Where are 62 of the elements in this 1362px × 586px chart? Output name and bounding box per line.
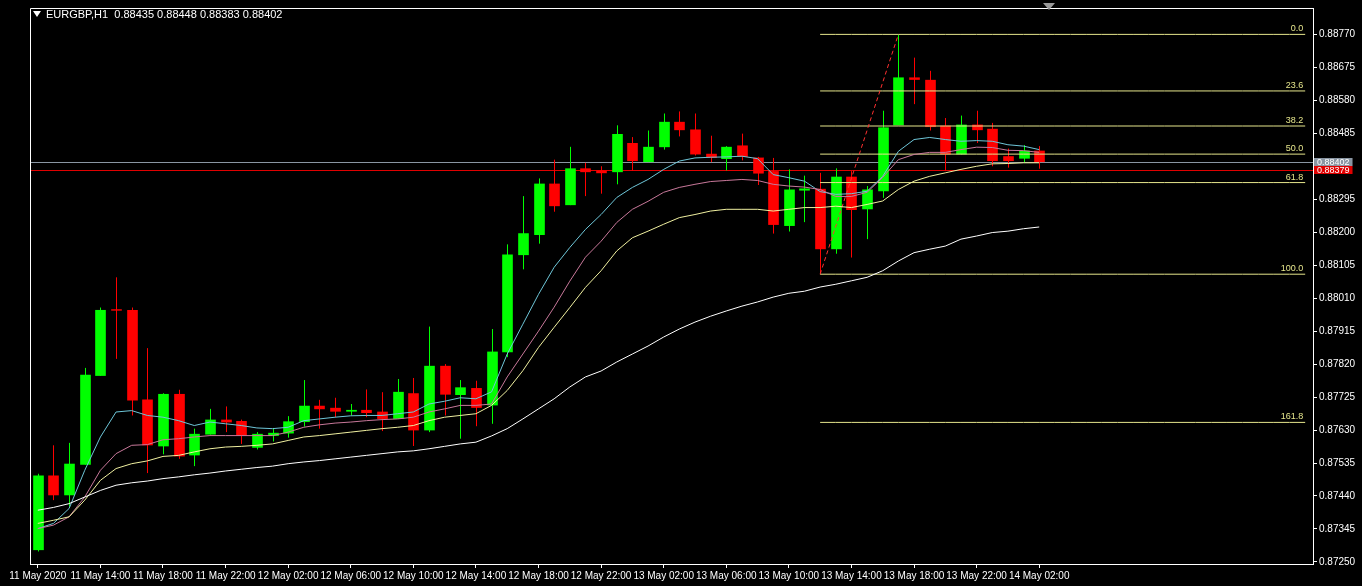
candlestick (299, 379, 310, 428)
y-tick-label: 0.88200 (1319, 225, 1356, 237)
y-tick-label: 0.88010 (1319, 291, 1356, 303)
y-tick-label: 0.88295 (1319, 192, 1356, 204)
y-tick-label: 0.88675 (1319, 61, 1356, 73)
chart-title: EURGBP,H1 0.88435 0.88448 0.88383 0.88402 (46, 8, 283, 20)
candlestick (549, 159, 560, 213)
ref-line-label: 0.88402 (1317, 156, 1350, 167)
series-label: 38.2 (1285, 114, 1304, 125)
x-tick-label: 13 May 02:00 (633, 569, 695, 581)
candlestick (627, 136, 638, 171)
series-label: 50.0 (1285, 143, 1304, 154)
y-tick-label: 0.87725 (1319, 390, 1356, 402)
series-label: 0.0 (1290, 23, 1304, 34)
y-tick-label: 0.87250 (1319, 555, 1356, 567)
x-tick-label: 13 May 06:00 (695, 569, 757, 581)
candlestick (455, 379, 466, 440)
candlestick (674, 110, 685, 137)
candlestick (330, 397, 341, 418)
y-tick-label: 0.87630 (1319, 423, 1356, 435)
candlestick (643, 130, 654, 163)
y-tick-label: 0.88485 (1319, 127, 1356, 139)
candlestick (111, 276, 122, 360)
x-tick-label: 11 May 2020 (9, 569, 67, 581)
candlestick (361, 388, 372, 418)
candlestick (518, 195, 529, 270)
candlestick (737, 133, 748, 161)
y-tick-label: 0.87915 (1319, 324, 1356, 336)
candlestick (48, 444, 59, 501)
series-label: 161.8 (1280, 411, 1304, 422)
y-tick-label: 0.87535 (1319, 456, 1356, 468)
y-tick-label: 0.88105 (1319, 258, 1356, 270)
candlestick (909, 57, 920, 105)
series-label: 23.6 (1285, 79, 1304, 90)
candlestick (1003, 148, 1014, 169)
x-tick-label: 11 May 14:00 (70, 569, 131, 581)
series-label: 61.8 (1285, 171, 1304, 182)
y-tick-label: 0.88580 (1319, 94, 1356, 106)
ref-line-label: 0.88379 (1317, 164, 1350, 175)
x-tick-label: 13 May 22:00 (946, 569, 1008, 581)
x-tick-label: 14 May 02:00 (1008, 569, 1070, 581)
x-tick-label: 12 May 14:00 (445, 569, 507, 581)
candlestick (799, 175, 810, 223)
x-tick-label: 11 May 18:00 (133, 569, 194, 581)
x-tick-label: 12 May 06:00 (320, 569, 382, 581)
x-tick-label: 11 May 22:00 (195, 569, 256, 581)
x-tick-label: 12 May 18:00 (508, 569, 570, 581)
candlestick (753, 156, 764, 186)
x-tick-label: 12 May 22:00 (570, 569, 632, 581)
y-tick-label: 0.88770 (1319, 28, 1356, 40)
x-tick-label: 13 May 18:00 (883, 569, 945, 581)
candlestick (205, 408, 216, 436)
x-tick-label: 12 May 10:00 (383, 569, 445, 581)
x-tick-label: 12 May 02:00 (257, 569, 319, 581)
y-tick-label: 0.87440 (1319, 489, 1356, 501)
x-tick-label: 13 May 10:00 (758, 569, 820, 581)
series-label: 100.0 (1280, 263, 1304, 274)
y-tick-label: 0.87345 (1319, 522, 1356, 534)
candlestick (596, 165, 607, 195)
y-tick-label: 0.87820 (1319, 357, 1356, 369)
x-tick-label: 13 May 14:00 (821, 569, 883, 581)
candlestick (580, 162, 591, 197)
